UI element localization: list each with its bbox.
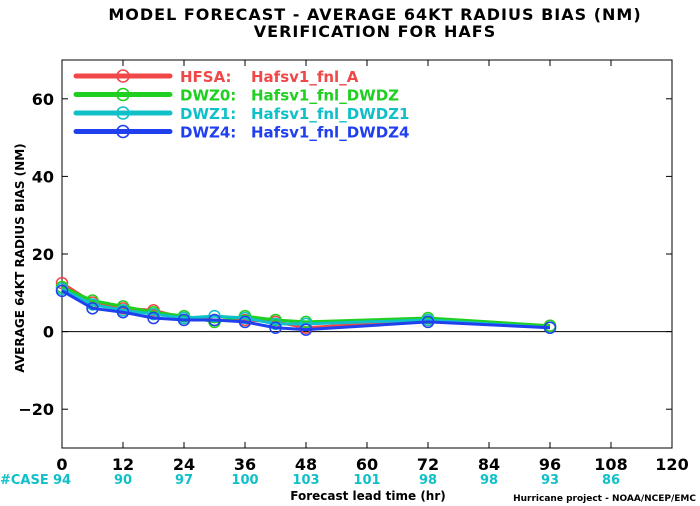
y-tick-label: −20 bbox=[18, 400, 54, 419]
x-tick-label: 48 bbox=[295, 455, 317, 474]
x-tick-label: 108 bbox=[594, 455, 627, 474]
data-point bbox=[269, 321, 282, 334]
case-count: 94 bbox=[53, 473, 71, 488]
x-tick-label: 96 bbox=[539, 455, 561, 474]
x-tick-label: 72 bbox=[417, 455, 439, 474]
legend-marker bbox=[116, 124, 130, 139]
case-count: 100 bbox=[231, 473, 258, 488]
case-count: 98 bbox=[419, 473, 437, 488]
legend-prefix: DWZ0: bbox=[180, 87, 236, 105]
data-point bbox=[55, 284, 69, 298]
x-tick-label: 120 bbox=[655, 455, 688, 474]
data-point bbox=[116, 305, 130, 319]
data-point bbox=[299, 323, 313, 336]
x-tick-label: 12 bbox=[112, 455, 134, 474]
case-count: 101 bbox=[353, 473, 380, 488]
legend-marker bbox=[116, 106, 130, 120]
y-tick-label: 20 bbox=[32, 245, 54, 264]
data-point bbox=[269, 313, 282, 327]
y-tick-label: 60 bbox=[32, 90, 54, 109]
case-count: 93 bbox=[541, 473, 559, 488]
data-point bbox=[147, 311, 160, 325]
x-tick-label: 24 bbox=[173, 455, 195, 474]
case-count: 86 bbox=[602, 473, 620, 488]
legend-prefix: HFSA: bbox=[180, 68, 232, 86]
case-count: 90 bbox=[114, 473, 132, 488]
data-point bbox=[543, 321, 557, 334]
y-axis-label: AVERAGE 64KT RADIUS BIAS (NM) bbox=[13, 143, 27, 372]
data-point bbox=[208, 309, 221, 323]
x-tick-label: 84 bbox=[478, 455, 500, 474]
legend-name: Hafsv1_fnl_A bbox=[251, 68, 359, 86]
x-tick-label: 60 bbox=[356, 455, 378, 474]
case-count: 103 bbox=[292, 473, 319, 488]
x-axis-label: Forecast lead time (hr) bbox=[290, 489, 446, 503]
case-count: 98 bbox=[480, 473, 498, 488]
x-tick-label: 36 bbox=[234, 455, 256, 474]
series-line bbox=[61, 285, 551, 328]
chart-subtitle: VERIFICATION FOR HAFS bbox=[254, 22, 496, 41]
case-label: #CASE bbox=[0, 473, 49, 488]
data-point bbox=[208, 313, 221, 327]
legend-marker bbox=[116, 87, 130, 102]
legend-name: Hafsv1_fnl_DWDZ4 bbox=[251, 124, 409, 142]
credit-text: Hurricane project - NOAA/NCEP/EMC bbox=[513, 494, 696, 504]
plot-area: −20 0 20 40 60 0 12 24 36 48 60 72 84 96 108 120 #CASE 94… bbox=[0, 59, 689, 488]
legend-marker bbox=[116, 69, 130, 83]
data-point bbox=[147, 307, 160, 321]
x-tick-label: 0 bbox=[56, 455, 67, 474]
data-point bbox=[177, 313, 191, 327]
legend-prefix: DWZ1: bbox=[180, 105, 236, 123]
y-tick-label: 0 bbox=[43, 323, 54, 342]
case-count: 97 bbox=[175, 473, 193, 488]
legend-prefix: DWZ4: bbox=[180, 124, 236, 142]
series-line bbox=[61, 289, 551, 332]
data-point bbox=[238, 311, 252, 325]
data-point bbox=[86, 302, 99, 315]
chart-title: MODEL FORECAST - AVERAGE 64KT RADIUS BIA… bbox=[108, 5, 641, 24]
data-point bbox=[269, 317, 282, 331]
data-point bbox=[421, 315, 435, 329]
legend-name: Hafsv1_fnl_DWDZ bbox=[251, 87, 399, 105]
series-line bbox=[61, 287, 551, 330]
y-tick-label: 40 bbox=[32, 167, 54, 186]
legend-name: Hafsv1_fnl_DWDZ1 bbox=[251, 105, 409, 123]
data-point bbox=[238, 315, 252, 329]
